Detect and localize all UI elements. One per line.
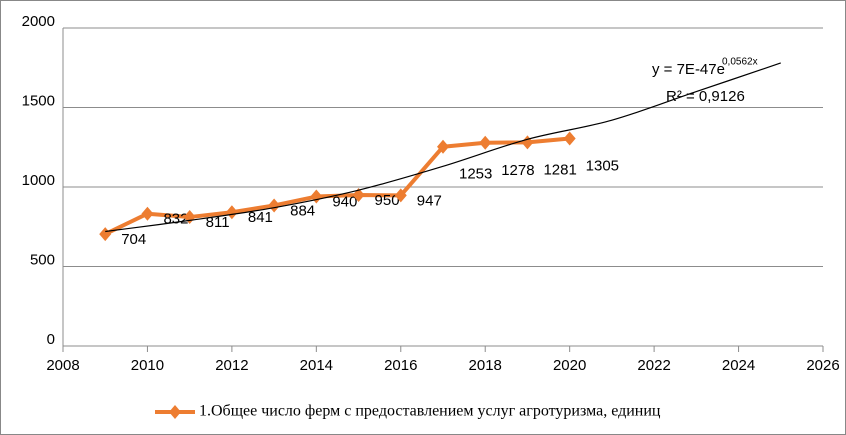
legend-marker (169, 405, 181, 419)
x-tick-label: 2010 (131, 357, 164, 374)
data-label: 841 (248, 209, 273, 226)
trend-equation: y = 7E-47e 0,0562x R² = 0,9126 (652, 57, 758, 105)
series-marker (437, 139, 449, 154)
y-tick-label: 2000 (22, 13, 55, 30)
data-label: 1305 (586, 157, 619, 174)
x-tick-label: 2014 (300, 357, 333, 374)
x-tick-label: 2022 (637, 357, 670, 374)
y-tick-label: 0 (47, 331, 55, 348)
trend-r-squared: R² = 0,9126 (666, 88, 745, 105)
series-marker (141, 206, 154, 221)
data-label: 884 (290, 202, 315, 219)
x-tick-label: 2020 (553, 357, 586, 374)
series-line (104, 136, 570, 236)
trendline (105, 62, 781, 233)
data-label: 1281 (543, 161, 576, 178)
data-label: 811 (206, 214, 230, 231)
x-tick-label: 2024 (722, 357, 755, 374)
x-tick-label: 2016 (384, 357, 417, 374)
x-tick-label: 2008 (46, 357, 79, 374)
data-label: 1278 (501, 162, 534, 179)
series-marker (563, 131, 576, 146)
legend-label: 1.Общее число ферм с предоставлением усл… (199, 403, 661, 420)
trend-equation-base: y = 7E-47e (652, 61, 725, 78)
data-label: 950 (375, 192, 400, 209)
data-label: 947 (417, 192, 442, 209)
series-marker (225, 205, 238, 220)
data-label: 940 (332, 194, 357, 211)
y-tick-label: 1000 (22, 172, 55, 189)
y-tick-label: 500 (30, 251, 55, 268)
x-tick-label: 2012 (215, 357, 248, 374)
series-marker (268, 198, 281, 213)
data-label: 1253 (459, 166, 492, 183)
y-tick-label: 1500 (22, 92, 55, 109)
trend-equation-exponent: 0,0562x (722, 57, 758, 68)
data-label: 704 (121, 231, 146, 248)
series-marker (394, 188, 407, 203)
x-tick-label: 2018 (469, 357, 502, 374)
data-label: 832 (163, 211, 188, 228)
x-tick-label: 2026 (806, 357, 839, 374)
series-marker (479, 135, 492, 150)
